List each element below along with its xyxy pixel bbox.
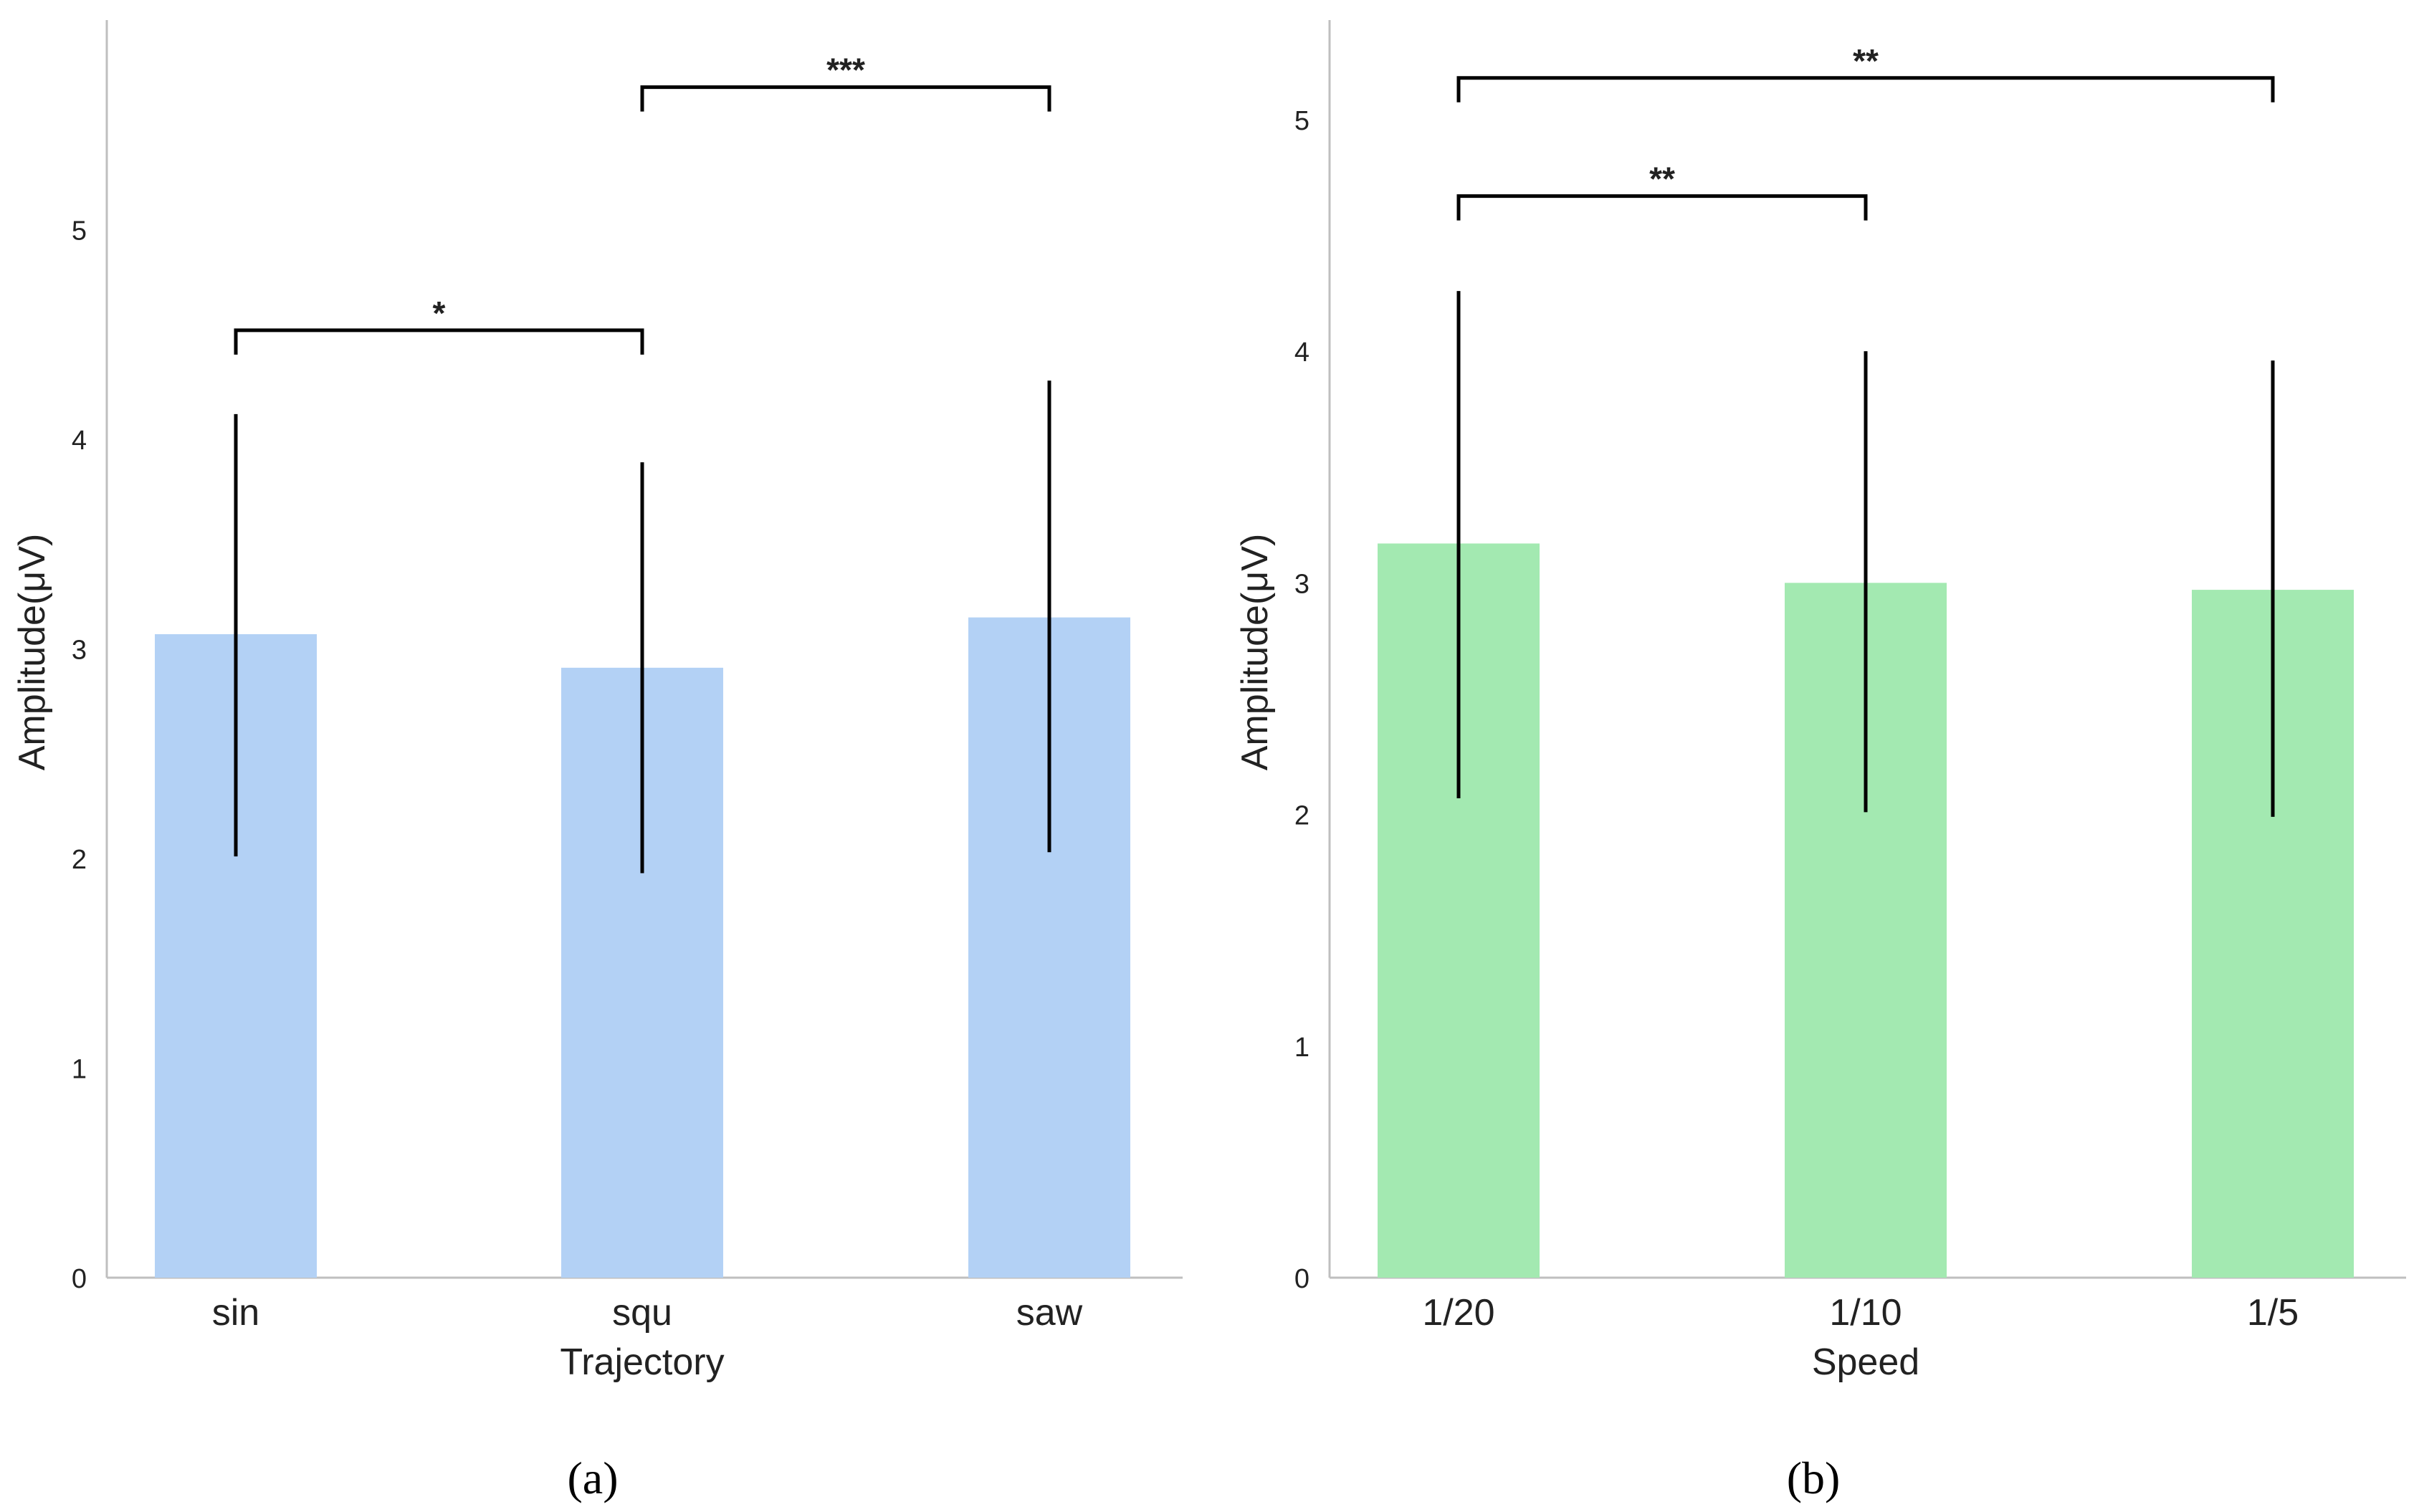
chart-b-significance-brackets: ** **: [1456, 42, 2275, 221]
chart-b-significance-label: **: [1649, 161, 1675, 198]
chart-a-significance-label: ***: [826, 52, 865, 89]
chart-b-x-tick-label: 1/10: [1829, 1292, 1902, 1334]
chart-b-x-tick-labels: 1/20 1/10 1/5: [1422, 1292, 2299, 1334]
chart-a-significance-brackets: ****: [234, 52, 1051, 355]
chart-a-y-tick-label: 3: [72, 636, 87, 666]
chart-b-error-bars: [1456, 291, 2275, 817]
chart-b-y-tick-label: 4: [1294, 338, 1309, 368]
chart-b-y-tick-label: 3: [1294, 569, 1309, 599]
chart-b: 0 1 2 3 4 5 ** ** 1/20 1/10 1/5 Speed Amplitude(…: [1234, 20, 2406, 1503]
chart-b-x-tick-label: 1/5: [2247, 1292, 2299, 1334]
chart-a-significance-bracket: [234, 328, 644, 355]
chart-a-x-tick-label: saw: [1016, 1292, 1083, 1334]
chart-b-y-ticks: 0 1 2 3 4 5: [1294, 106, 1309, 1294]
chart-b-x-axis-label: Speed: [1812, 1341, 1919, 1383]
chart-a-y-tick-label: 2: [72, 845, 87, 875]
chart-a-significance-label: *: [433, 295, 446, 332]
chart-b-x-tick-label: 1/20: [1422, 1292, 1494, 1334]
chart-b-y-axis-label: Amplitude(μV): [1234, 534, 1276, 771]
chart-a-panel-caption: (a): [567, 1453, 618, 1503]
chart-a-x-tick-label: squ: [612, 1292, 672, 1334]
chart-b-significance-bracket: [1456, 76, 2275, 102]
chart-a-error-bars: [234, 381, 1051, 874]
chart-b-y-tick-label: 1: [1294, 1033, 1309, 1063]
chart-b-y-tick-label: 5: [1294, 106, 1309, 136]
chart-a-y-tick-label: 1: [72, 1055, 87, 1085]
chart-a-y-tick-label: 5: [72, 216, 87, 247]
chart-a-x-axis-label: Trajectory: [560, 1341, 724, 1383]
chart-a-y-tick-label: 0: [72, 1264, 87, 1294]
chart-b-y-tick-label: 2: [1294, 801, 1309, 831]
chart-b-y-tick-label: 0: [1294, 1264, 1309, 1294]
chart-b-panel-caption: (b): [1787, 1453, 1841, 1503]
chart-a-x-tick-label: sin: [212, 1292, 259, 1334]
chart-b-significance-bracket: [1456, 194, 1868, 221]
chart-b-significance-label: **: [1853, 42, 1879, 80]
chart-a-y-ticks: 0 1 2 3 4 5: [72, 216, 87, 1295]
chart-a-significance-bracket: [640, 85, 1051, 112]
chart-a-y-tick-label: 4: [72, 426, 87, 456]
chart-a-x-tick-labels: sin squ saw: [212, 1292, 1083, 1334]
chart-a-y-axis-label: Amplitude(μV): [11, 534, 53, 771]
